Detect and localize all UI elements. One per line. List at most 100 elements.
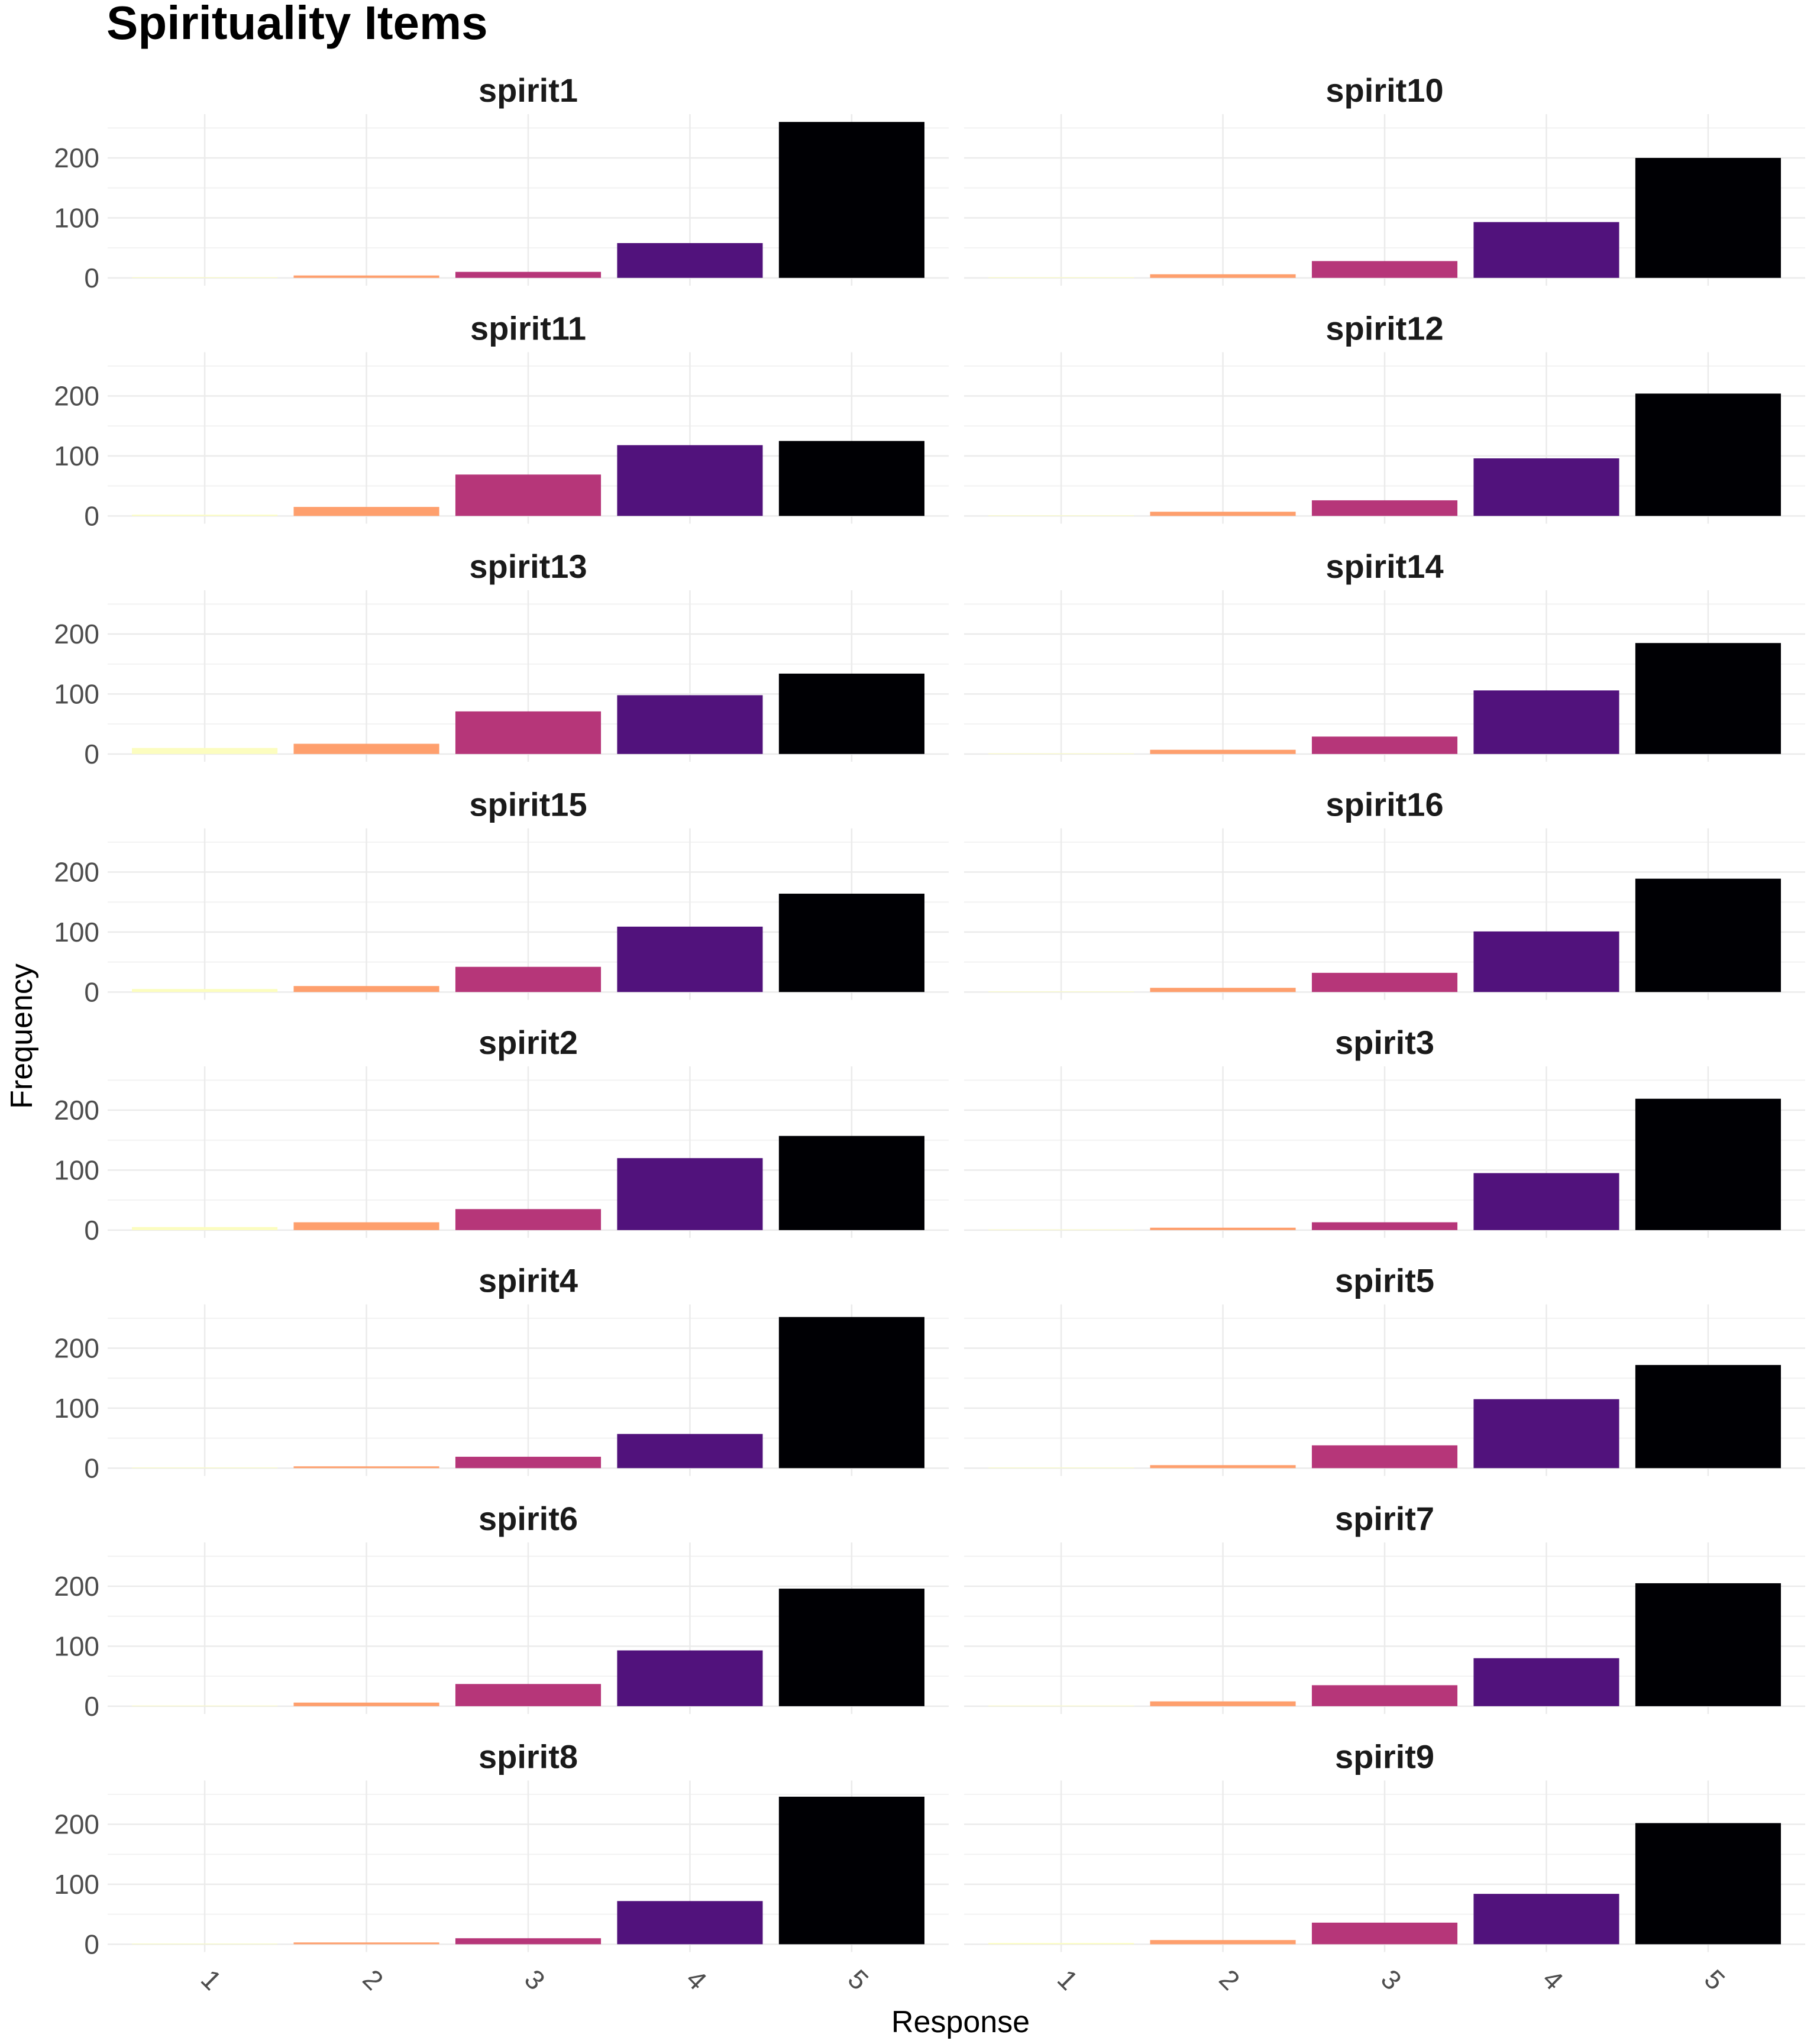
bar-spirit10-2 (1150, 274, 1296, 278)
bar-spirit14-2 (1150, 749, 1296, 754)
bar-spirit16-2 (1150, 988, 1296, 992)
bar-spirit8-1 (132, 1943, 278, 1945)
facet-panel-spirit3: spirit3 (964, 1024, 1805, 1238)
y-tick-label: 100 (54, 678, 99, 709)
bar-spirit4-3 (455, 1457, 602, 1469)
bar-spirit14-4 (1473, 690, 1619, 754)
bar-spirit7-3 (1311, 1685, 1458, 1706)
y-tick-label: 200 (54, 381, 99, 412)
facet-panels: spirit10100200spirit10spirit110100200spi… (54, 72, 1805, 1996)
bar-spirit1-2 (293, 275, 439, 278)
bar-spirit16-3 (1311, 972, 1458, 992)
y-tick-label: 0 (84, 739, 99, 769)
bar-spirit13-2 (293, 743, 439, 754)
bar-spirit11-2 (293, 507, 439, 516)
bar-spirit15-1 (132, 989, 278, 992)
bar-spirit6-5 (778, 1589, 924, 1706)
bar-spirit2-1 (132, 1227, 278, 1230)
bar-spirit13-4 (617, 695, 763, 754)
y-tick-label: 200 (54, 1333, 99, 1364)
bar-spirit9-4 (1473, 1894, 1619, 1945)
y-tick-label: 100 (54, 1393, 99, 1424)
y-tick-label: 100 (54, 202, 99, 233)
facet-panel-spirit10: spirit10 (964, 72, 1805, 286)
bar-spirit8-5 (778, 1796, 924, 1945)
bar-spirit3-3 (1311, 1222, 1458, 1230)
facet-panel-spirit11: spirit11 0 100 200 (54, 310, 949, 531)
bar-spirit9-5 (1635, 1823, 1781, 1945)
bar-spirit4-2 (293, 1466, 439, 1469)
facet-panel-spirit14: spirit14 (964, 548, 1805, 762)
bar-spirit9-1 (988, 1943, 1134, 1945)
bar-spirit7-5 (1635, 1583, 1781, 1706)
facet-panel-spirit9: spirit9 1 2 3 4 5 (964, 1738, 1805, 1996)
x-tick-label: 4 (1537, 1964, 1569, 1996)
y-tick-label: 200 (54, 1571, 99, 1602)
bar-spirit2-3 (455, 1209, 602, 1230)
facet-label: spirit13 (469, 548, 587, 585)
bar-spirit16-1 (988, 991, 1134, 992)
bar-spirit2-5 (778, 1136, 924, 1230)
y-tick-label: 100 (54, 1631, 99, 1661)
bar-spirit11-3 (455, 474, 602, 516)
bar-spirit12-3 (1311, 500, 1458, 516)
facet-panel-spirit2: spirit2 0 100 200 (54, 1024, 949, 1246)
bar-spirit8-4 (617, 1901, 763, 1945)
bar-spirit5-2 (1150, 1465, 1296, 1469)
y-tick-label: 200 (54, 1809, 99, 1840)
facet-label: spirit7 (1335, 1500, 1434, 1537)
bar-spirit9-2 (1150, 1940, 1296, 1945)
bar-spirit6-4 (617, 1650, 763, 1706)
y-tick-label: 100 (54, 1154, 99, 1185)
bar-spirit4-4 (617, 1434, 763, 1469)
facet-label: spirit15 (469, 786, 587, 823)
facet-panel-spirit13: spirit13 0 100 200 (54, 548, 949, 769)
bar-spirit3-2 (1150, 1227, 1296, 1230)
y-tick-label: 0 (84, 1691, 99, 1722)
facet-panel-spirit5: spirit5 (964, 1262, 1805, 1476)
x-tick-label: 5 (842, 1964, 875, 1996)
y-tick-label: 100 (54, 917, 99, 947)
facet-panel-spirit6: spirit6 0 100 200 (54, 1500, 949, 1722)
bar-spirit15-2 (293, 986, 439, 992)
x-tick-label: 4 (680, 1964, 713, 1996)
bar-spirit11-5 (778, 441, 924, 516)
bar-spirit9-3 (1311, 1922, 1458, 1945)
y-tick-label: 200 (54, 143, 99, 173)
y-tick-label: 0 (84, 500, 99, 531)
bar-spirit10-5 (1635, 158, 1781, 278)
bar-spirit15-3 (455, 966, 602, 992)
bar-spirit14-3 (1311, 736, 1458, 754)
y-tick-label: 200 (54, 1095, 99, 1126)
bar-spirit8-3 (455, 1938, 602, 1945)
x-tick-label: 2 (1213, 1964, 1246, 1996)
facet-label: spirit10 (1325, 72, 1443, 109)
y-axis-title: Frequency (5, 963, 39, 1109)
bar-spirit16-5 (1635, 878, 1781, 992)
bar-spirit11-1 (132, 515, 278, 516)
bar-spirit1-5 (778, 122, 924, 278)
bar-spirit4-1 (132, 1467, 278, 1469)
facet-label: spirit2 (479, 1024, 578, 1061)
facet-panel-spirit4: spirit4 0 100 200 (54, 1262, 949, 1483)
bar-spirit14-1 (988, 753, 1134, 754)
facet-panel-spirit1: spirit1 0 100 200 (54, 72, 949, 293)
y-tick-label: 0 (84, 976, 99, 1007)
facet-label: spirit8 (479, 1738, 578, 1775)
y-tick-label: 0 (84, 1929, 99, 1959)
bar-spirit1-4 (617, 243, 763, 278)
facet-panel-spirit15: spirit15 0 100 200 (54, 786, 949, 1007)
bar-spirit6-3 (455, 1684, 602, 1706)
x-tick-label: 3 (1375, 1964, 1408, 1996)
x-tick-label: 1 (1052, 1964, 1084, 1996)
chart-title: Spirituality Items (106, 0, 488, 49)
facet-label: spirit14 (1325, 548, 1443, 585)
facet-label: spirit5 (1335, 1262, 1434, 1299)
bar-spirit14-5 (1635, 643, 1781, 754)
bar-spirit13-5 (778, 673, 924, 754)
y-tick-label: 0 (84, 1215, 99, 1246)
y-tick-label: 0 (84, 1453, 99, 1483)
bar-spirit11-4 (617, 445, 763, 516)
bar-spirit7-4 (1473, 1658, 1619, 1706)
